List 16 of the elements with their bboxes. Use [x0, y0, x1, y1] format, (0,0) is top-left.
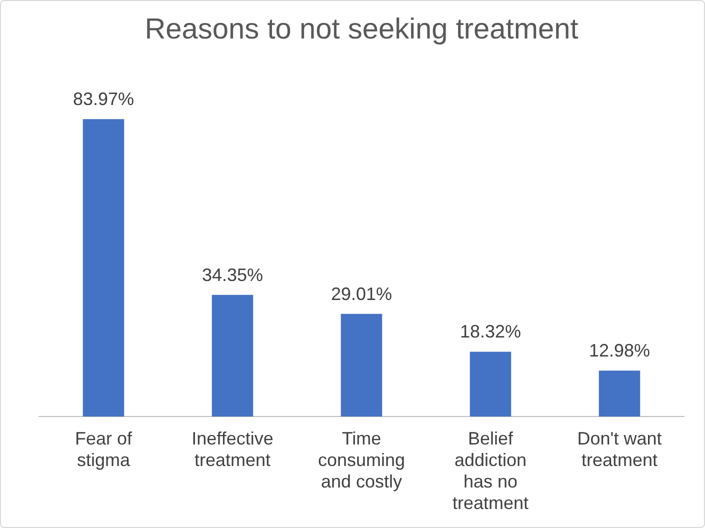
data-label: 83.97%	[72, 89, 134, 110]
x-tick-label: Fear of stigma	[74, 428, 134, 470]
bar	[340, 314, 382, 417]
data-label: 12.98%	[588, 340, 650, 361]
x-tick-label: Don't want treatment	[577, 428, 662, 470]
data-label: 29.01%	[330, 284, 392, 304]
data-label: 18.32%	[460, 322, 522, 342]
bar	[470, 352, 512, 417]
x-tick-label: Ineffective treatment	[192, 428, 274, 470]
bar	[212, 294, 254, 417]
x-tick-label: Belief addiction has no treatment	[452, 428, 529, 514]
x-tick-label: Time consuming and costly	[318, 428, 406, 492]
bar	[82, 119, 124, 417]
data-label: 34.35%	[202, 264, 264, 285]
chart-title: Reasons to not seeking treatment	[144, 13, 578, 46]
bar	[598, 370, 640, 417]
